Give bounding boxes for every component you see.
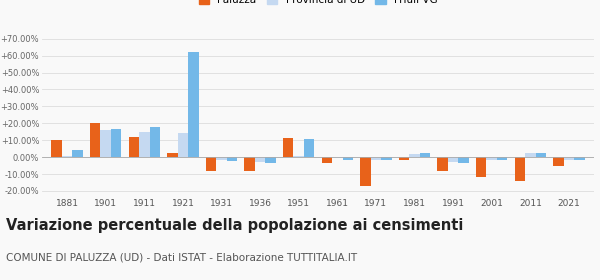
Bar <box>216 157 227 160</box>
Bar <box>178 133 188 157</box>
Bar <box>255 157 265 162</box>
Bar <box>476 157 487 178</box>
Text: COMUNE DI PALUZZA (UD) - Dati ISTAT - Elaborazione TUTTITALIA.IT: COMUNE DI PALUZZA (UD) - Dati ISTAT - El… <box>6 252 357 262</box>
Bar <box>244 157 255 171</box>
Bar <box>437 157 448 171</box>
Bar <box>149 127 160 157</box>
Bar <box>399 157 409 160</box>
Bar <box>322 157 332 163</box>
Bar <box>536 153 546 157</box>
Bar <box>381 157 392 160</box>
Bar <box>487 157 497 160</box>
Bar <box>128 137 139 157</box>
Bar <box>293 156 304 157</box>
Bar <box>448 157 458 162</box>
Bar <box>515 157 525 181</box>
Bar <box>100 130 111 157</box>
Bar <box>206 157 216 171</box>
Bar <box>111 129 121 157</box>
Bar <box>332 157 343 158</box>
Bar <box>343 157 353 160</box>
Bar <box>525 153 536 157</box>
Bar <box>371 157 381 160</box>
Bar <box>283 139 293 157</box>
Bar <box>360 157 371 186</box>
Bar <box>458 157 469 163</box>
Bar <box>52 140 62 157</box>
Bar <box>563 157 574 160</box>
Bar <box>139 132 149 157</box>
Legend: Paluzza, Provincia di UD, Friuli VG: Paluzza, Provincia di UD, Friuli VG <box>196 0 440 8</box>
Bar <box>553 157 563 165</box>
Bar <box>188 52 199 157</box>
Bar <box>62 156 73 157</box>
Bar <box>304 139 314 157</box>
Bar <box>409 154 420 157</box>
Bar <box>73 150 83 157</box>
Bar <box>90 123 100 157</box>
Bar <box>574 157 584 160</box>
Bar <box>167 153 178 157</box>
Bar <box>227 157 237 161</box>
Bar <box>497 157 508 160</box>
Bar <box>420 153 430 157</box>
Bar <box>265 157 276 163</box>
Text: Variazione percentuale della popolazione ai censimenti: Variazione percentuale della popolazione… <box>6 218 463 234</box>
